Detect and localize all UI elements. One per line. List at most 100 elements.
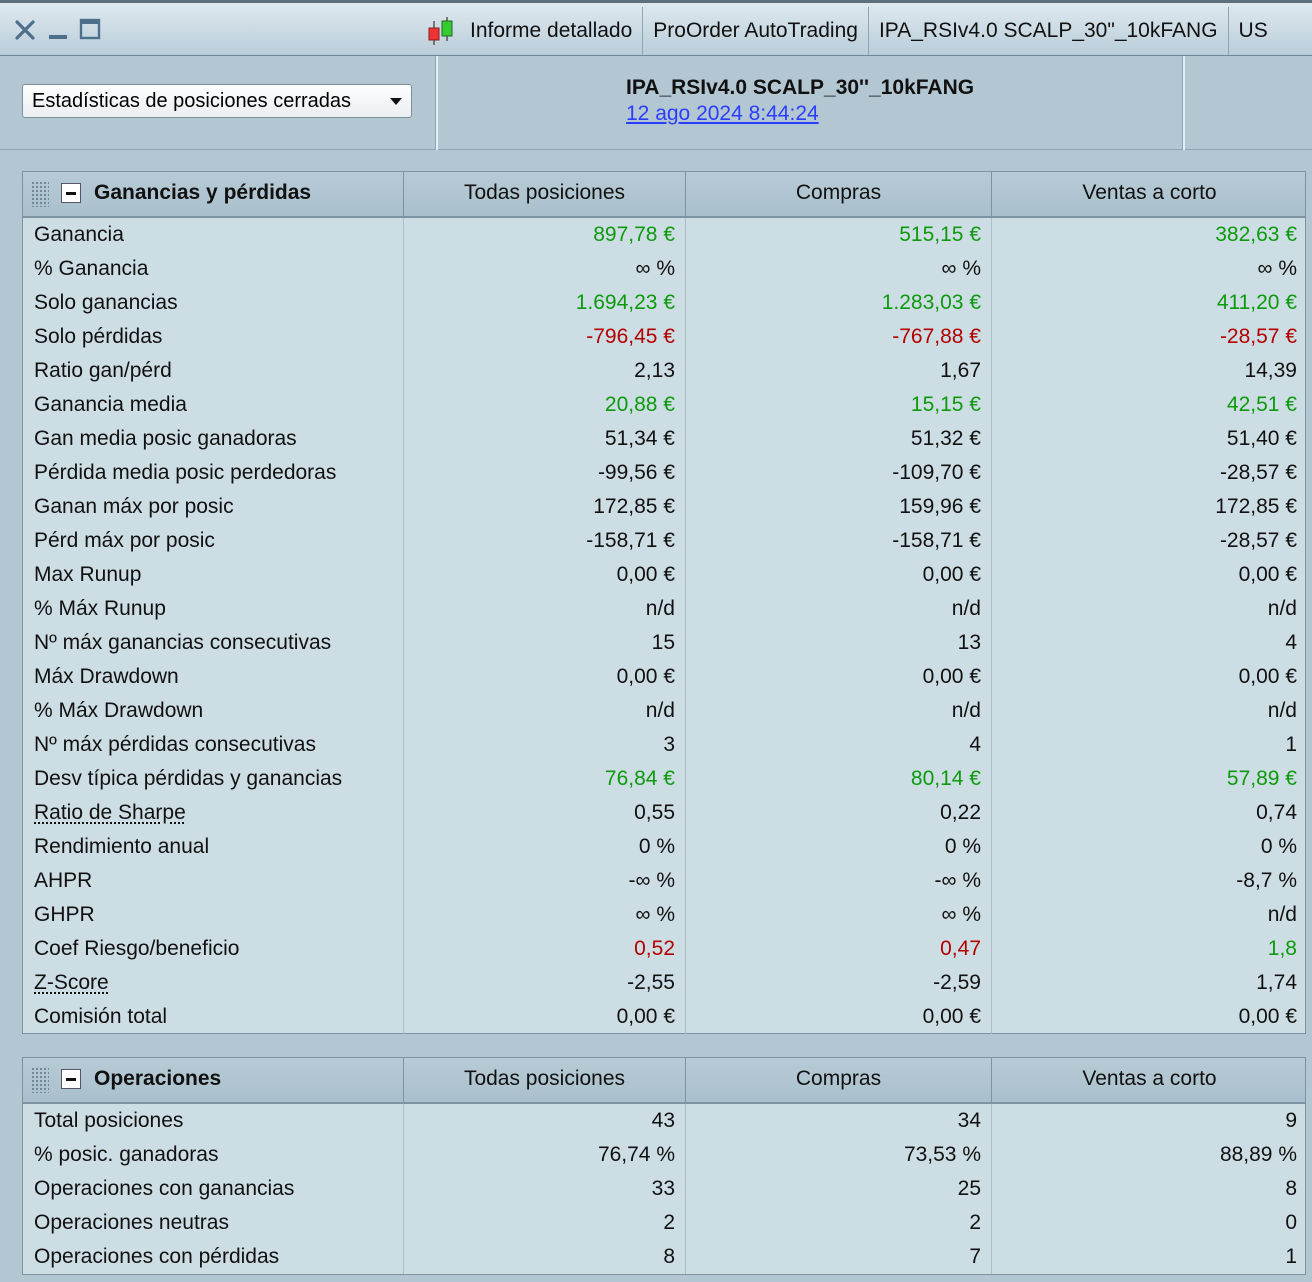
collapse-icon[interactable] <box>61 183 81 203</box>
value-cell: ∞ % <box>685 898 991 932</box>
value-cell: 0,00 € <box>403 558 685 592</box>
value-cell: -∞ % <box>685 864 991 898</box>
report-header: Estadísticas de posiciones cerradas IPA_… <box>0 56 1312 150</box>
value-cell: 2 <box>685 1206 991 1240</box>
row-label: Rendimiento anual <box>34 835 210 858</box>
value-cell: 13 <box>685 626 991 660</box>
value-cell: 57,89 € <box>991 762 1307 796</box>
value-cell: 4 <box>685 728 991 762</box>
value-cell: 76,74 % <box>403 1138 685 1172</box>
row-label: Máx Drawdown <box>34 665 179 688</box>
value-cell: 51,34 € <box>403 422 685 456</box>
value-cell: n/d <box>685 694 991 728</box>
value-cell: 42,51 € <box>991 388 1307 422</box>
table-row: Comisión total 0,00 €0,00 €0,00 € <box>23 1000 1305 1034</box>
value-cell: 0,52 <box>403 932 685 966</box>
statistics-dropdown[interactable]: Estadísticas de posiciones cerradas <box>22 84 412 118</box>
row-label: Nº máx ganancias consecutivas <box>34 631 332 654</box>
tab-strategy[interactable]: IPA_RSIv4.0 SCALP_30"_10kFANG <box>869 7 1229 55</box>
maximize-icon[interactable] <box>78 17 104 43</box>
value-cell: 172,85 € <box>991 490 1307 524</box>
collapse-icon[interactable] <box>61 1069 81 1089</box>
value-cell: 14,39 <box>991 354 1307 388</box>
value-cell: -28,57 € <box>991 524 1307 558</box>
value-cell: n/d <box>991 898 1307 932</box>
value-cell: 43 <box>403 1104 685 1138</box>
table-header: Ganancias y pérdidas Todas posiciones Co… <box>23 172 1305 218</box>
value-cell: 9 <box>991 1104 1307 1138</box>
table-row: Coef Riesgo/beneficio 0,52 0,47 1,8 <box>23 932 1305 966</box>
table-row: Pérd máx por posic -158,71 € -158,71 € -28,… <box>23 524 1305 558</box>
value-cell: 1.283,03 € <box>685 286 991 320</box>
value-cell: 0 % <box>403 830 685 864</box>
section-title: Operaciones <box>94 1067 222 1090</box>
table-row: % Máx Runup n/d n/d n/d <box>23 592 1305 626</box>
value-cell: n/d <box>991 694 1307 728</box>
value-cell: 0,00 € <box>991 1000 1307 1034</box>
row-label: Ganan máx por posic <box>34 495 234 518</box>
row-label: Total posiciones <box>34 1109 184 1132</box>
table-row: Pérdida media posic perdedoras -99,56 € -1… <box>23 456 1305 490</box>
value-cell: 1,8 <box>991 932 1307 966</box>
statistics-dropdown-value: Estadísticas de posiciones cerradas <box>32 89 352 112</box>
table-row: Desv típica pérdidas y ganancias 76,84 €8… <box>23 762 1305 796</box>
value-cell: 2 <box>403 1206 685 1240</box>
table-row: Gan media posic ganadoras 51,34 €51,32 €5… <box>23 422 1305 456</box>
table-header: Operaciones Todas posiciones Compras Ven… <box>23 1058 1305 1104</box>
value-cell: 0,00 € <box>685 1000 991 1034</box>
value-cell: 0,00 € <box>991 558 1307 592</box>
tab-us[interactable]: US <box>1229 7 1278 55</box>
table-row: Operaciones con pérdidas 8 7 1 <box>23 1240 1305 1274</box>
value-cell: 0,00 € <box>685 660 991 694</box>
value-cell: -796,45 € <box>403 320 685 354</box>
profit-loss-table: Ganancias y pérdidas Todas posiciones Co… <box>22 171 1306 1034</box>
value-cell: 0,00 € <box>685 558 991 592</box>
tab-label: IPA_RSIv4.0 SCALP_30"_10kFANG <box>878 19 1218 42</box>
value-cell: n/d <box>403 694 685 728</box>
row-label: Operaciones neutras <box>34 1211 229 1234</box>
table-row: % Ganancia ∞ % ∞ % ∞ % <box>23 252 1305 286</box>
header-divider <box>1182 56 1185 150</box>
row-label: Nº máx pérdidas consecutivas <box>34 733 316 756</box>
header-divider <box>435 56 438 150</box>
value-cell: -99,56 € <box>403 456 685 490</box>
value-cell: 3 <box>403 728 685 762</box>
value-cell: -28,57 € <box>991 456 1307 490</box>
operations-table: Operaciones Todas posiciones Compras Ven… <box>22 1057 1306 1275</box>
value-cell: 382,63 € <box>991 218 1307 252</box>
value-cell: 1,74 <box>991 966 1307 1000</box>
value-cell: 0 <box>991 1206 1307 1240</box>
table-row: % Máx Drawdown n/d n/d n/d <box>23 694 1305 728</box>
table-row: Ganan máx por posic 172,85 €159,96 €172,8… <box>23 490 1305 524</box>
value-cell: -158,71 € <box>685 524 991 558</box>
table-body: Ganancia 897,78 €515,15 €382,63 € % Gananc… <box>23 218 1305 1034</box>
value-cell: 515,15 € <box>685 218 991 252</box>
row-label: Operaciones con ganancias <box>34 1177 295 1200</box>
column-header: Todas posiciones <box>403 172 685 216</box>
table-row: Total posiciones 43 34 9 <box>23 1104 1305 1138</box>
value-cell: -8,7 % <box>991 864 1307 898</box>
value-cell: n/d <box>685 592 991 626</box>
row-label[interactable]: Z-Score <box>34 971 109 994</box>
tab-detailed-report[interactable]: Informe detallado <box>420 7 644 55</box>
value-cell: 0,47 <box>685 932 991 966</box>
row-label: Operaciones con pérdidas <box>34 1245 280 1268</box>
row-label[interactable]: Ratio de Sharpe <box>34 801 186 824</box>
dropdown-arrow-icon <box>390 98 402 105</box>
report-date-link[interactable]: 12 ago 2024 8:44:24 <box>626 102 819 125</box>
minimize-icon[interactable] <box>46 17 72 43</box>
drag-handle-icon[interactable] <box>31 1067 49 1093</box>
row-label: Solo pérdidas <box>34 325 163 348</box>
value-cell: 0,00 € <box>403 1000 685 1034</box>
tab-proorder[interactable]: ProOrder AutoTrading <box>643 7 869 55</box>
close-icon[interactable] <box>12 17 38 43</box>
row-label: % Ganancia <box>34 257 149 280</box>
table-row: Nº máx pérdidas consecutivas 3 4 1 <box>23 728 1305 762</box>
value-cell: 51,32 € <box>685 422 991 456</box>
value-cell: ∞ % <box>403 898 685 932</box>
drag-handle-icon[interactable] <box>31 181 49 207</box>
value-cell: 1 <box>991 1240 1307 1274</box>
row-label: Ratio gan/pérd <box>34 359 172 382</box>
table-row: Operaciones neutras 2 2 0 <box>23 1206 1305 1240</box>
table-body: Total posiciones 43 34 9 % posic. ganadoras 7… <box>23 1104 1305 1274</box>
